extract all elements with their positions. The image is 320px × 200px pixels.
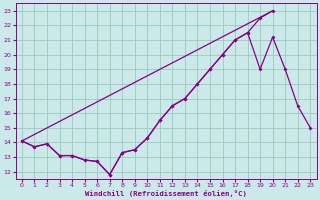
X-axis label: Windchill (Refroidissement éolien,°C): Windchill (Refroidissement éolien,°C) xyxy=(85,190,247,197)
